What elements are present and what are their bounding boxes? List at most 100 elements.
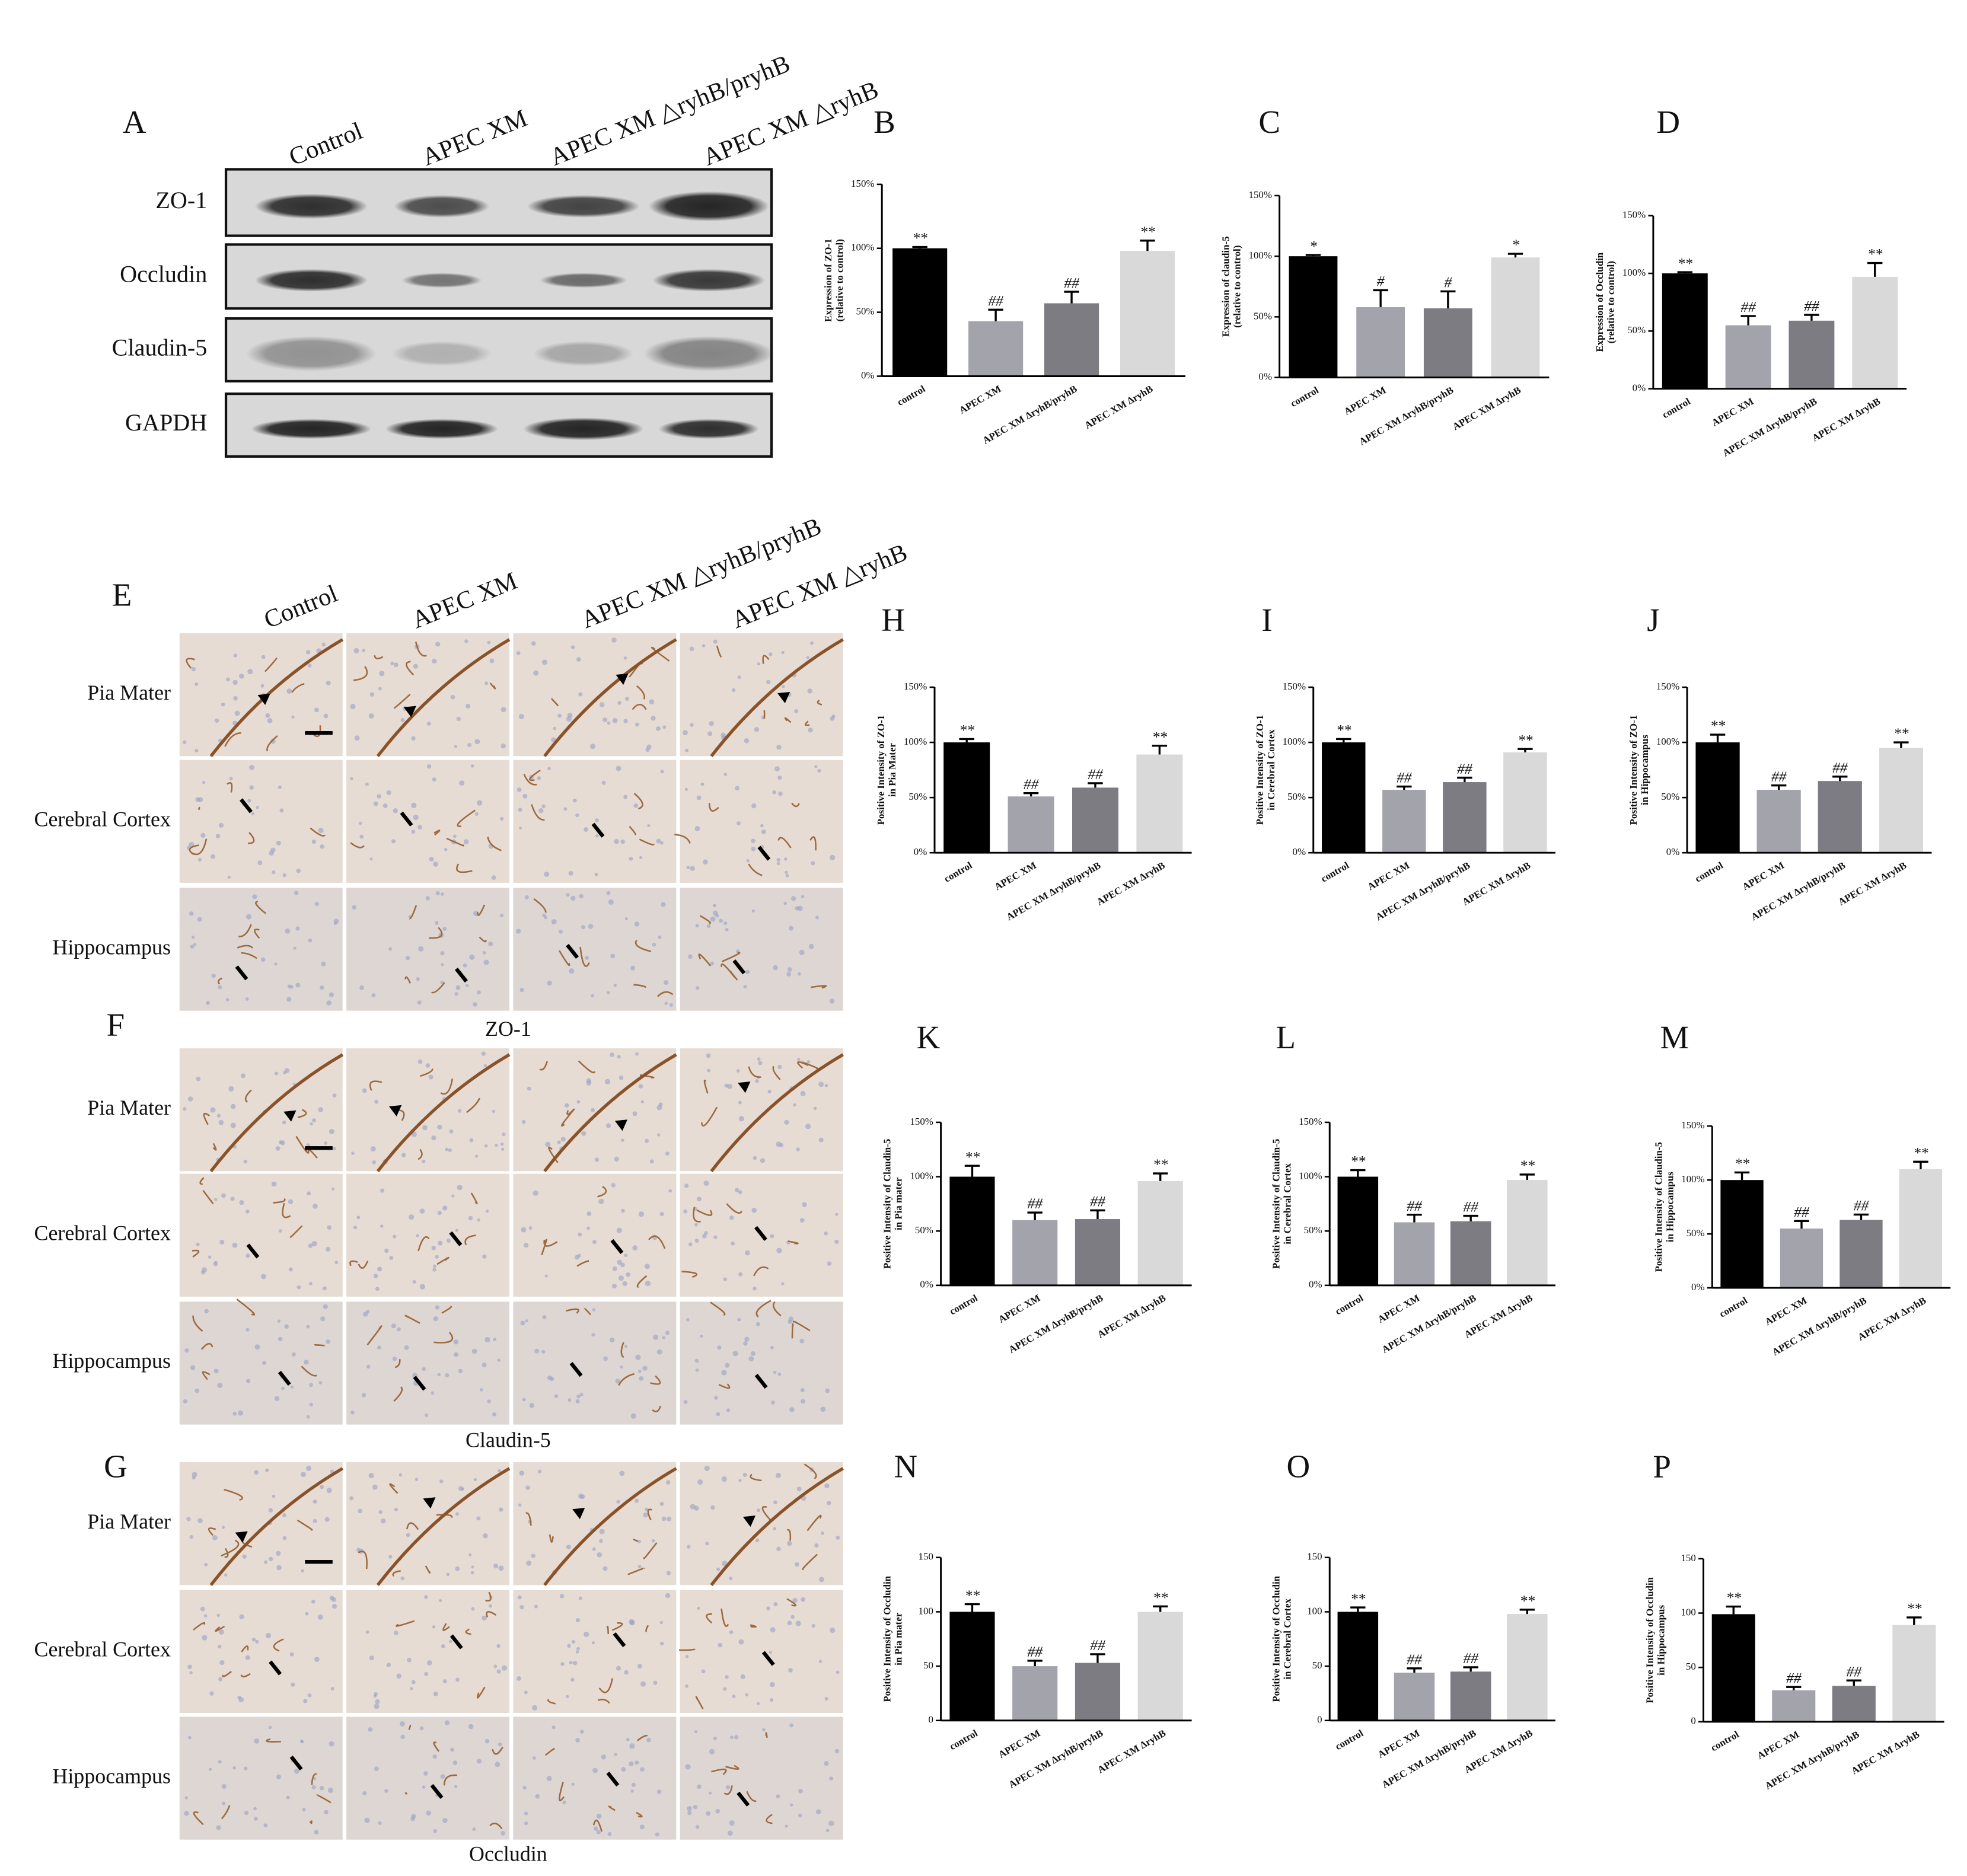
nucleus [441,963,444,966]
y-tick-label: 50% [1687,1227,1705,1239]
nucleus [448,1148,452,1152]
nucleus [314,1657,320,1662]
micrograph [513,888,677,1011]
nucleus [572,1660,578,1666]
vessel [224,1548,229,1558]
significance-label: ** [965,1587,980,1604]
nucleus [274,1071,279,1076]
nucleus [411,736,416,741]
nucleus [776,745,782,750]
error-bar [1518,748,1533,752]
error-bar [1397,785,1412,790]
vessel [241,1645,249,1652]
nucleus [566,716,572,722]
arrowhead [423,1497,436,1509]
nucleus [517,787,522,792]
nucleus [469,1138,474,1143]
vessel [443,1774,458,1786]
significance-label: ## [1028,1195,1044,1212]
nucleus [294,891,299,895]
significance-label: ** [1907,1600,1922,1617]
error-bar [1064,291,1079,304]
arrowhead [777,691,790,704]
y-tick-label: 0% [1633,382,1646,394]
nucleus [314,707,319,713]
nucleus [314,1830,319,1834]
nucleus [302,1808,306,1812]
nucleus [665,1331,670,1335]
nucleus [773,1527,777,1531]
significance-label: ** [1520,1593,1535,1609]
nucleus [766,1606,770,1610]
nucleus [785,1824,788,1828]
bar [1356,307,1405,378]
arrowhead [616,673,629,685]
y-tick-label: 0% [1666,846,1680,857]
nucleus [726,1408,731,1412]
error-bar [1740,315,1756,326]
scale-bar [305,1560,333,1564]
nucleus [358,821,362,825]
blot-band [648,191,769,222]
nucleus [577,1253,581,1258]
nucleus [218,1760,222,1764]
nucleus [318,1107,324,1112]
nucleus [789,1407,795,1412]
nucleus [545,1141,551,1147]
error-bar [1440,290,1456,309]
nucleus [384,1248,389,1253]
nucleus [527,1086,531,1091]
significance-label: ## [1740,299,1756,315]
nucleus [369,692,375,697]
vessel [436,1514,453,1518]
nucleus [471,1607,475,1611]
nucleus [492,1412,497,1416]
y-axis-label: in Pia mater [893,1177,904,1230]
nucleus [260,1274,266,1280]
vessel [545,1748,555,1756]
protein-label: ZO-1 [155,187,207,213]
nucleus [406,1533,410,1537]
nucleus [639,1376,644,1381]
nucleus [586,1211,592,1216]
bar [1507,1614,1548,1721]
nucleus [775,1472,781,1478]
bar [1662,273,1708,389]
x-tick-label: APEC XM [996,1727,1042,1760]
nucleus [532,1756,536,1760]
nucleus [317,1614,323,1620]
nucleus [195,682,199,686]
error-bar [1804,314,1819,321]
nucleus [378,1821,382,1825]
nucleus [464,639,468,643]
nucleus [366,1310,370,1313]
nucleus [291,1352,296,1357]
nucleus [380,1188,385,1193]
nucleus [617,1055,621,1059]
nucleus [745,969,750,974]
nucleus [516,651,521,655]
nucleus [386,1663,391,1667]
y-tick-label: 150% [1299,1116,1322,1127]
y-axis-label: Positive Intensity of Claudin-5 [1270,1139,1281,1269]
nucleus [435,1255,439,1259]
vessel [236,1298,256,1316]
significance-label: ** [965,1148,980,1165]
micrograph [680,760,843,883]
vessel [755,1300,772,1317]
bar [949,1612,995,1721]
nucleus [282,873,286,878]
error-bar [1140,240,1155,251]
y-axis-label: in Pia mater [893,1612,904,1666]
lane-label: APEC XM △ryhB/pryhB [546,50,794,171]
nucleus [570,645,575,649]
vessel [618,1373,635,1386]
vessel [804,1463,817,1479]
vessel [791,1323,794,1339]
nucleus [785,873,789,878]
nucleus [382,803,388,808]
bar [968,321,1024,377]
bar [1832,1686,1876,1722]
y-tick-label: 150% [1283,681,1306,692]
nucleus [559,1594,565,1599]
